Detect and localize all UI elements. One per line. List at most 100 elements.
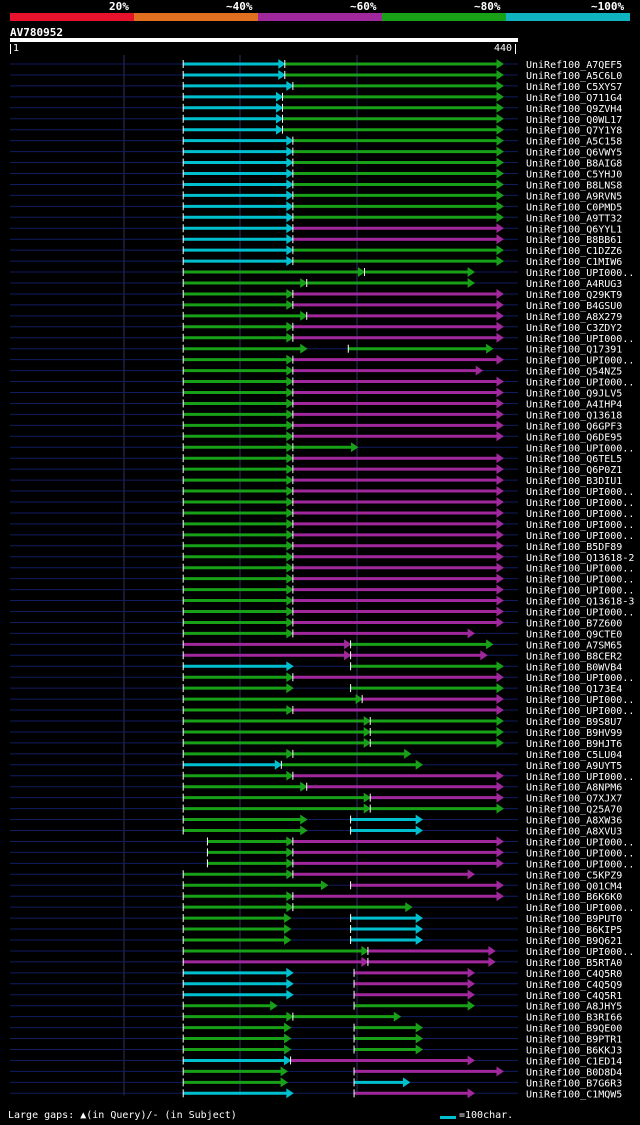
hit-label: UniRef100_Q6GPF3 xyxy=(526,421,622,432)
legend-segment xyxy=(506,13,630,21)
hit-row: UniRef100_B6KKJ3 xyxy=(10,1044,622,1057)
hit-row: UniRef100_Q6GPF3 xyxy=(10,420,622,432)
hit-row: UniRef100_A9UYT5 xyxy=(10,759,622,772)
segment-arrow xyxy=(496,727,504,737)
hit-label: UniRef100_C5LU04 xyxy=(526,750,622,761)
segment-arrow xyxy=(496,464,504,475)
segment-arrow xyxy=(496,256,504,267)
hit-row: UniRef100_UPI000.. xyxy=(10,672,634,684)
segment-arrow xyxy=(286,628,294,639)
segment-arrow xyxy=(496,321,504,332)
segment-arrow xyxy=(286,661,294,672)
hit-row: UniRef100_C5LU04 xyxy=(10,748,622,761)
hit-label: UniRef100_UPI000.. xyxy=(526,695,634,706)
hit-label: UniRef100_UPI000.. xyxy=(526,443,634,454)
hit-row: UniRef100_UPI000.. xyxy=(10,573,634,586)
segment-arrow xyxy=(286,540,294,551)
segment-arrow xyxy=(300,814,308,825)
hit-row: UniRef100_UPI000.. xyxy=(10,858,634,870)
segment-arrow xyxy=(286,562,294,573)
segment-arrow xyxy=(496,486,504,496)
segment-arrow xyxy=(496,770,504,781)
segment-arrow xyxy=(286,617,294,628)
hit-label: UniRef100_Q29KT9 xyxy=(526,290,622,301)
hit-label: UniRef100_A4IHP4 xyxy=(526,399,622,410)
segment-arrow xyxy=(496,245,504,256)
segment-arrow xyxy=(300,781,308,792)
segment-arrow xyxy=(496,617,504,628)
segment-arrow xyxy=(415,814,424,825)
segment-arrow xyxy=(415,935,424,945)
hit-row: UniRef100_B8BB61 xyxy=(10,234,622,246)
hit-label: UniRef100_C3ZDY2 xyxy=(526,323,622,334)
segment-arrow xyxy=(467,1055,476,1066)
hit-label: UniRef100_B9PTR1 xyxy=(526,1035,622,1046)
hit-row: UniRef100_A8XVU3 xyxy=(10,825,622,838)
segment-arrow xyxy=(496,91,504,102)
scale-label: =100char. xyxy=(459,1110,514,1121)
hit-label: UniRef100_UPI000.. xyxy=(526,268,634,279)
hit-label: UniRef100_B5DF89 xyxy=(526,542,622,553)
hit-row: UniRef100_UPI000.. xyxy=(10,836,634,848)
segment-arrow xyxy=(286,475,294,486)
segment-arrow xyxy=(488,956,496,967)
segment-arrow xyxy=(286,902,294,913)
segment-arrow xyxy=(286,201,294,212)
segment-arrow xyxy=(286,551,294,562)
hit-row: UniRef100_A7QEF5 xyxy=(10,59,622,71)
hit-label: UniRef100_B6KKJ3 xyxy=(526,1046,622,1057)
hit-row: UniRef100_UPI000.. xyxy=(10,486,634,498)
segment-arrow xyxy=(415,759,424,770)
hit-row: UniRef100_Q6DE95 xyxy=(10,431,622,443)
segment-arrow xyxy=(275,124,284,135)
hit-label: UniRef100_Q173E4 xyxy=(526,684,622,695)
segment-arrow xyxy=(286,1011,294,1022)
segment-arrow xyxy=(496,737,504,748)
hit-label: UniRef100_A5C158 xyxy=(526,137,622,148)
segment-arrow xyxy=(496,398,504,409)
segment-arrow xyxy=(496,376,504,387)
hit-label: UniRef100_B8LNS8 xyxy=(526,180,622,191)
segment-arrow xyxy=(467,628,476,639)
segment-arrow xyxy=(467,267,476,277)
segment-arrow xyxy=(363,737,372,748)
hit-row: UniRef100_UPI000.. xyxy=(10,376,634,389)
legend-percent-label: ~60% xyxy=(350,0,377,13)
hit-label: UniRef100_Q13618-2 xyxy=(526,553,634,564)
hit-label: UniRef100_UPI000.. xyxy=(526,947,634,958)
hit-row: UniRef100_B6K6K0 xyxy=(10,891,622,903)
segment-arrow xyxy=(286,486,294,496)
hit-row: UniRef100_B5RTA0 xyxy=(10,956,622,969)
hit-label: UniRef100_UPI000.. xyxy=(526,586,634,597)
hit-label: UniRef100_B3DIU1 xyxy=(526,476,622,487)
segment-arrow xyxy=(286,157,294,168)
hit-label: UniRef100_B0D8D4 xyxy=(526,1067,622,1078)
segment-arrow xyxy=(286,442,294,453)
segment-arrow xyxy=(496,497,504,507)
segment-arrow xyxy=(496,518,504,529)
segment-arrow xyxy=(286,212,294,223)
segment-arrow xyxy=(496,584,504,595)
segment-arrow xyxy=(496,234,504,245)
segment-arrow xyxy=(286,289,294,299)
hit-row: UniRef100_B9PTR1 xyxy=(10,1033,622,1046)
hit-row: UniRef100_B6KIP5 xyxy=(10,924,622,936)
hit-row: UniRef100_Q13618 xyxy=(10,409,622,421)
hit-row: UniRef100_C4Q5R1 xyxy=(10,989,622,1002)
hit-label: UniRef100_C1DZZ6 xyxy=(526,246,622,257)
segment-arrow xyxy=(496,661,504,672)
segment-arrow xyxy=(286,508,294,518)
segment-arrow xyxy=(286,354,294,365)
segment-arrow xyxy=(496,529,504,540)
segment-arrow xyxy=(286,431,294,442)
hit-row: UniRef100_B5DF89 xyxy=(10,540,622,553)
hit-label: UniRef100_UPI000.. xyxy=(526,487,634,498)
segment-arrow xyxy=(270,1000,278,1011)
hit-row: UniRef100_Q9JLV5 xyxy=(10,387,622,400)
hit-row: UniRef100_A8NPM6 xyxy=(10,781,622,794)
alignment-map: UniRef100_A7QEF5UniRef100_A5C6L0UniRef10… xyxy=(10,55,634,1100)
segment-arrow xyxy=(496,858,504,869)
segment-arrow xyxy=(300,278,308,288)
segment-arrow xyxy=(284,924,292,934)
segment-arrow xyxy=(286,453,294,464)
